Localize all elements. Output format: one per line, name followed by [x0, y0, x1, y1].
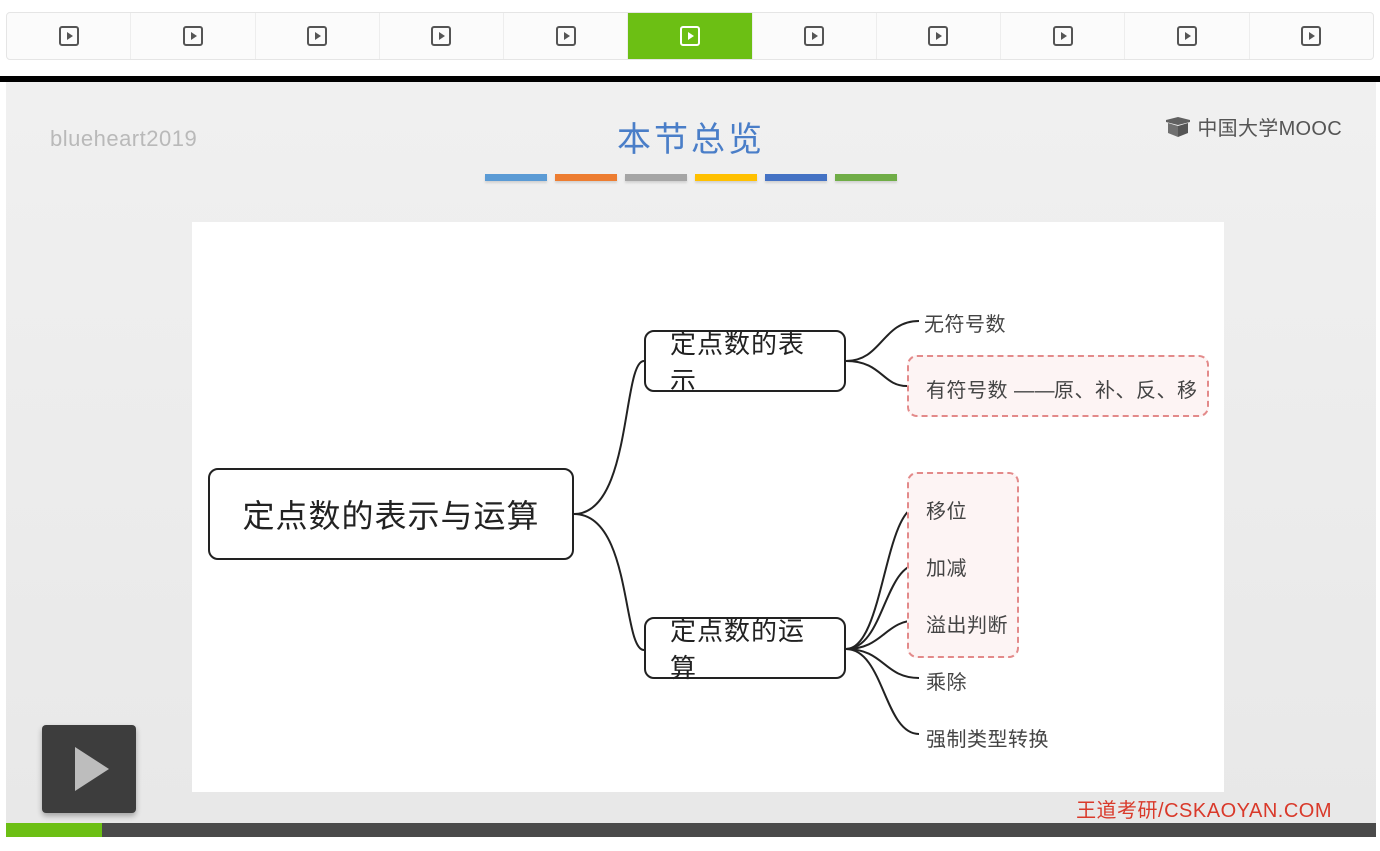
nav-video-3[interactable]	[256, 13, 380, 59]
play-thumb-icon	[556, 26, 576, 46]
watermark-text: blueheart2019	[50, 126, 197, 152]
colorbar-segment-6	[835, 174, 897, 181]
brand-text: 中国大学MOOC	[1197, 112, 1342, 141]
play-thumb-icon	[59, 26, 79, 46]
node-operations: 定点数的运算	[644, 617, 846, 679]
nav-video-11[interactable]	[1250, 13, 1373, 59]
leaf-signed: 有符号数 ——	[926, 374, 1055, 403]
brand-logo-block: 中国大学MOOC	[1165, 112, 1342, 141]
node-root: 定点数的表示与运算	[208, 468, 574, 560]
leaf-addsub: 加减	[926, 552, 967, 581]
play-thumb-icon	[1053, 26, 1073, 46]
play-thumb-icon	[431, 26, 451, 46]
video-stage: blueheart2019 中国大学MOOC 本节总览 定点数的表示与运算 定点…	[6, 82, 1376, 837]
leaf-unsigned: 无符号数	[924, 308, 1006, 337]
colorbar-segment-5	[765, 174, 827, 181]
play-thumb-icon	[680, 26, 700, 46]
progress-fill	[6, 823, 102, 837]
nav-video-8[interactable]	[877, 13, 1001, 59]
play-thumb-icon	[804, 26, 824, 46]
play-thumb-icon	[928, 26, 948, 46]
nav-video-4[interactable]	[380, 13, 504, 59]
play-thumb-icon	[307, 26, 327, 46]
nav-video-10[interactable]	[1125, 13, 1249, 59]
title-colorbar	[485, 174, 897, 181]
nav-video-5[interactable]	[504, 13, 628, 59]
play-thumb-icon	[183, 26, 203, 46]
slide-title: 本节总览	[617, 112, 765, 161]
leaf-overflow: 溢出判断	[926, 609, 1008, 638]
play-thumb-icon	[1177, 26, 1197, 46]
colorbar-segment-1	[485, 174, 547, 181]
play-icon	[75, 747, 109, 791]
leaf-muldiv: 乘除	[926, 666, 967, 695]
progress-bar[interactable]	[6, 823, 1376, 837]
nav-video-6[interactable]	[628, 13, 752, 59]
video-nav-strip	[6, 12, 1374, 60]
colorbar-segment-2	[555, 174, 617, 181]
mindmap-board: 定点数的表示与运算 定点数的表示 定点数的运算 无符号数 有符号数 —— 原、补…	[192, 222, 1224, 792]
footer-credit: 王道考研/CSKAOYAN.COM	[1076, 794, 1332, 823]
leaf-shift: 移位	[926, 495, 967, 524]
play-thumb-icon	[1301, 26, 1321, 46]
node-representation: 定点数的表示	[644, 330, 846, 392]
play-button[interactable]	[42, 725, 136, 813]
leaf-codes: 原、补、反、移	[1054, 374, 1198, 403]
nav-video-2[interactable]	[131, 13, 255, 59]
leaf-cast: 强制类型转换	[926, 723, 1049, 752]
colorbar-segment-3	[625, 174, 687, 181]
nav-video-9[interactable]	[1001, 13, 1125, 59]
mooc-logo-icon	[1165, 117, 1191, 137]
nav-video-7[interactable]	[753, 13, 877, 59]
nav-video-1[interactable]	[7, 13, 131, 59]
colorbar-segment-4	[695, 174, 757, 181]
